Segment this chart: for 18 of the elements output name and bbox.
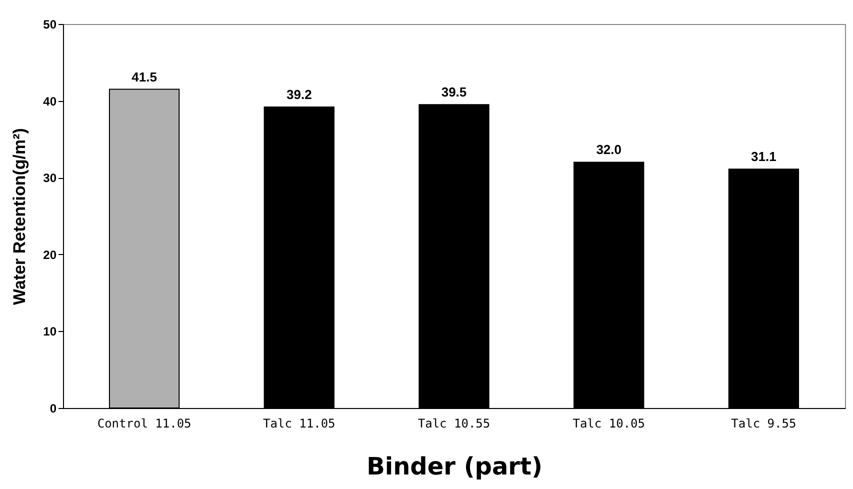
data-label: 39.5: [441, 84, 467, 100]
x-axis-title: Binder (part): [366, 452, 542, 480]
y-tick-label: 40: [43, 94, 57, 108]
y-tick-label: 30: [43, 171, 57, 186]
x-tick-label: Talc 10.05: [572, 416, 645, 430]
y-tick-label: 10: [43, 324, 57, 339]
y-axis-title: Water Retention(g/m²): [10, 128, 30, 305]
data-label: 41.5: [132, 69, 157, 84]
x-tick-label: Talc 10.55: [418, 416, 490, 430]
x-tick-label: Talc 9.55: [731, 416, 796, 430]
data-label: 32.0: [596, 142, 622, 158]
x-tick-label: Control 11.05: [97, 416, 192, 430]
data-label: 31.1: [751, 149, 776, 164]
data-label: 39.2: [286, 86, 312, 102]
y-tick-label: 0: [50, 402, 57, 416]
y-tick-label: 50: [43, 18, 57, 32]
x-tick-label: Talc 11.05: [263, 416, 336, 430]
y-tick-label: 20: [43, 248, 57, 262]
